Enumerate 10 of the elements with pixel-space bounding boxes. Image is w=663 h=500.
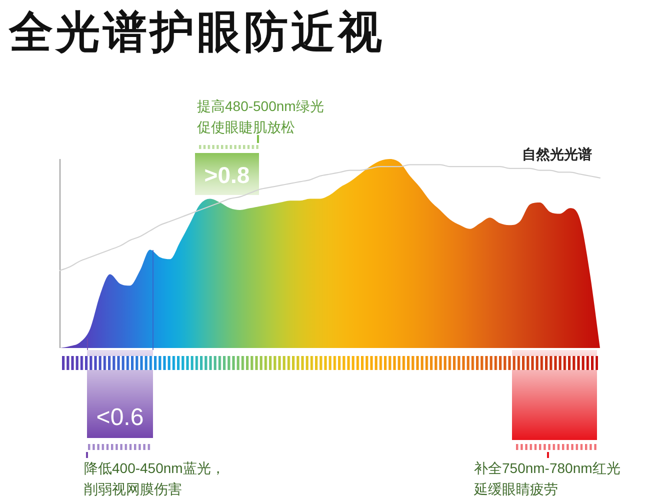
- text: 提高480-500nm绿光: [197, 98, 324, 114]
- text: 延缓眼睛疲劳: [473, 481, 558, 497]
- text: 降低400-450nm蓝光，: [84, 460, 225, 476]
- text: 削弱视网膜伤害: [84, 481, 182, 497]
- text: <0.6: [96, 404, 144, 431]
- chart-title: 全光谱护眼防近视: [8, 8, 385, 57]
- series-label: 自然光光谱: [522, 146, 592, 162]
- text: 补全750nm-780nm红光: [474, 460, 620, 476]
- annotation: >0.8: [204, 162, 250, 188]
- text: 促使眼睫肌放松: [197, 119, 295, 135]
